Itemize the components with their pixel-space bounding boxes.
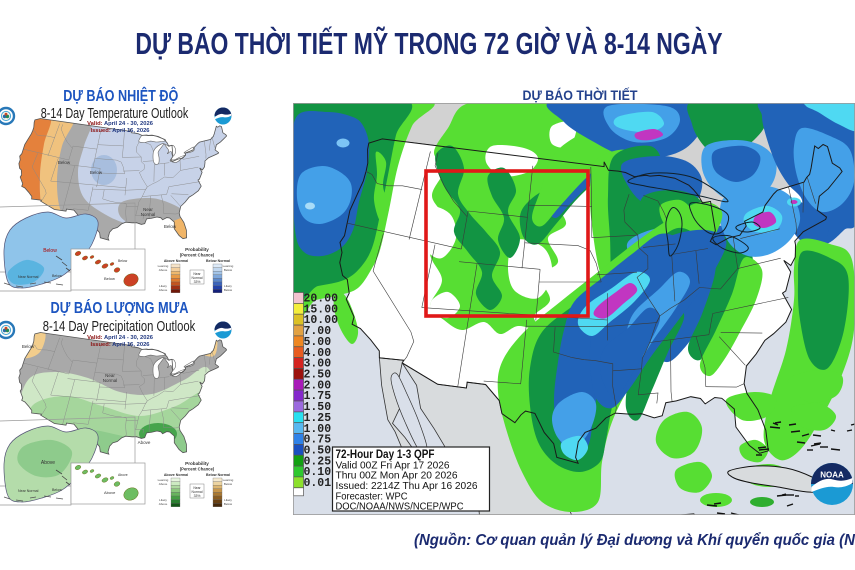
svg-text:(Percent Chance): (Percent Chance) <box>180 467 215 472</box>
svg-text:15.00: 15.00 <box>304 303 339 316</box>
svg-text:1.50: 1.50 <box>304 401 332 414</box>
svg-text:Above: Above <box>159 268 168 272</box>
svg-text:Above: Above <box>41 460 55 466</box>
svg-text:Below: Below <box>22 344 35 349</box>
svg-text:Normal: Normal <box>103 378 118 383</box>
svg-text:Below: Below <box>118 259 128 263</box>
svg-text:Likely: Likely <box>224 284 232 288</box>
svg-text:Probability: Probability <box>185 461 209 466</box>
svg-text:1.25: 1.25 <box>304 412 332 425</box>
svg-text:Below: Below <box>104 276 115 281</box>
svg-text:Below: Below <box>58 160 71 165</box>
svg-text:Above: Above <box>159 502 168 506</box>
svg-text:Issued: 2214Z Thu Apr 16 2026: Issued: 2214Z Thu Apr 16 2026 <box>336 481 478 492</box>
svg-text:Likely: Likely <box>159 498 167 502</box>
svg-text:4.00: 4.00 <box>304 347 332 360</box>
svg-text:Below: Below <box>224 288 233 292</box>
svg-text:(Percent Chance): (Percent Chance) <box>180 253 215 258</box>
svg-text:Near Normal: Near Normal <box>18 489 39 493</box>
svg-text:Below: Below <box>43 248 57 254</box>
svg-text:Forecaster: WPC: Forecaster: WPC <box>336 491 408 502</box>
svg-text:Probability: Probability <box>185 247 209 252</box>
svg-text:33%: 33% <box>194 280 201 284</box>
svg-text:Above: Above <box>118 473 128 477</box>
svg-text:1.75: 1.75 <box>304 390 332 403</box>
svg-text:0.10: 0.10 <box>304 466 332 479</box>
svg-text:Leaning: Leaning <box>223 478 234 482</box>
svg-text:Below Normal: Below Normal <box>206 473 230 477</box>
svg-text:33%: 33% <box>194 494 201 498</box>
svg-text:0.75: 0.75 <box>304 434 332 447</box>
svg-text:5.00: 5.00 <box>304 336 332 349</box>
svg-text:Below: Below <box>164 224 177 229</box>
svg-text:Below Normal: Below Normal <box>206 259 230 263</box>
svg-text:Leaning: Leaning <box>158 264 169 268</box>
svg-text:Normal: Normal <box>192 490 203 494</box>
svg-text:Above: Above <box>159 288 168 292</box>
svg-text:Below: Below <box>224 268 233 272</box>
svg-text:Normal: Normal <box>192 276 203 280</box>
svg-text:Below: Below <box>90 170 103 175</box>
svg-text:7.00: 7.00 <box>304 325 332 338</box>
svg-text:Above: Above <box>159 482 168 486</box>
svg-text:Below: Below <box>52 488 62 492</box>
svg-text:Near: Near <box>193 486 201 490</box>
svg-text:Likely: Likely <box>159 284 167 288</box>
svg-text:2.50: 2.50 <box>304 369 332 382</box>
svg-text:0.01: 0.01 <box>304 477 332 490</box>
svg-text:3.00: 3.00 <box>304 358 332 371</box>
svg-text:Near: Near <box>105 373 115 378</box>
svg-text:Thru 00Z Mon Apr 20 2026: Thru 00Z Mon Apr 20 2026 <box>336 471 458 482</box>
svg-text:Valid 00Z Fri Apr 17 2026: Valid 00Z Fri Apr 17 2026 <box>336 460 450 471</box>
svg-text:Below: Below <box>224 502 233 506</box>
svg-text:NOAA: NOAA <box>820 470 844 479</box>
svg-text:Above Normal: Above Normal <box>164 473 188 477</box>
svg-text:Above Normal: Above Normal <box>164 259 188 263</box>
svg-text:Near: Near <box>143 207 153 212</box>
svg-text:0.50: 0.50 <box>304 444 332 457</box>
svg-text:72-Hour Day 1-3 QPF: 72-Hour Day 1-3 QPF <box>336 449 435 461</box>
svg-text:1.00: 1.00 <box>304 423 332 436</box>
svg-text:Below: Below <box>52 274 62 278</box>
svg-text:Normal: Normal <box>141 212 156 217</box>
svg-text:Below: Below <box>224 482 233 486</box>
svg-text:Near Normal: Near Normal <box>18 275 39 279</box>
svg-text:DOC/NOAA/NWS/NCEP/WPC: DOC/NOAA/NWS/NCEP/WPC <box>336 502 464 513</box>
svg-text:Leaning: Leaning <box>158 478 169 482</box>
svg-text:Likely: Likely <box>224 498 232 502</box>
svg-text:Near: Near <box>193 272 201 276</box>
svg-text:0.25: 0.25 <box>304 455 332 468</box>
svg-text:2.00: 2.00 <box>304 379 332 392</box>
svg-text:10.00: 10.00 <box>304 314 339 327</box>
svg-text:Above: Above <box>104 490 116 495</box>
svg-text:Leaning: Leaning <box>223 264 234 268</box>
svg-text:Above: Above <box>138 440 151 445</box>
svg-text:20.00: 20.00 <box>304 293 339 306</box>
